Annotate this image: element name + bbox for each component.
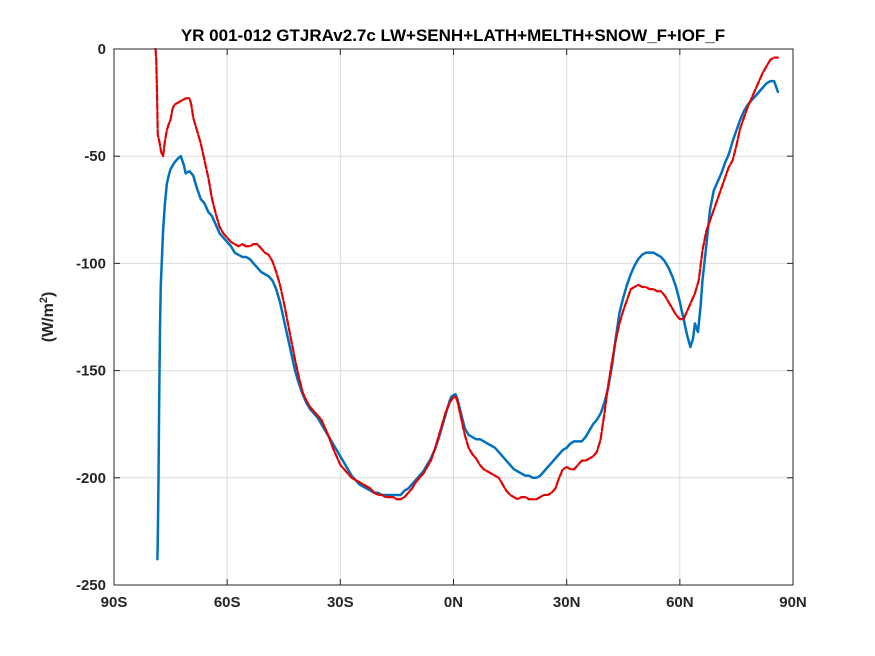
x-tick-label: 60N	[666, 594, 694, 611]
y-axis-label-superscript: 2	[38, 297, 50, 303]
y-tick-label: 0	[98, 41, 106, 58]
y-axis-label-base: (W/m	[40, 303, 57, 342]
x-tick-label: 0N	[444, 594, 463, 611]
x-tick-label: 30N	[553, 594, 581, 611]
y-tick-label: -100	[76, 255, 106, 272]
x-tick-label: 60S	[214, 594, 241, 611]
y-tick-label: -150	[76, 363, 106, 380]
x-tick-label: 30S	[327, 594, 354, 611]
x-tick-label: 90N	[779, 594, 807, 611]
y-axis-label-end: )	[40, 292, 57, 297]
ticks: 90S 60S 30S 0N 30N 60N 90N 0 -50 -100 -150 -200 -250	[76, 41, 807, 611]
y-axis-label: (W/m2)	[38, 292, 57, 343]
chart-title: YR 001-012 GTJRAv2.7c LW+SENH+LATH+MELTH…	[181, 26, 725, 45]
y-tick-label: -50	[84, 148, 106, 165]
x-tick-label: 90S	[101, 594, 128, 611]
series-line-2	[154, 47, 780, 501]
y-tick-label: -200	[76, 470, 106, 487]
series-line-1	[156, 79, 780, 561]
y-tick-label: -250	[76, 577, 106, 594]
series-layer	[154, 47, 780, 561]
